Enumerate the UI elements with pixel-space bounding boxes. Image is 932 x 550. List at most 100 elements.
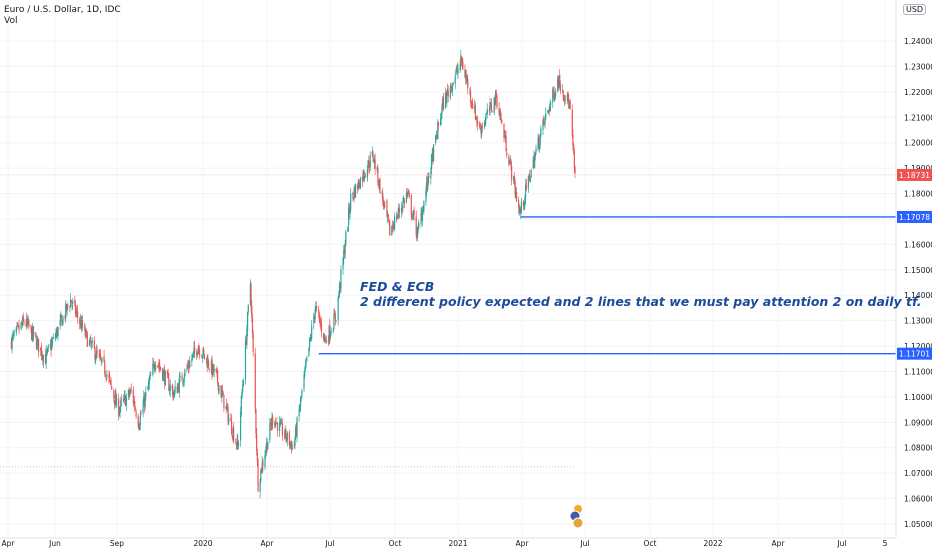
candle-body bbox=[325, 339, 327, 341]
candle-body bbox=[110, 380, 112, 385]
candle-body bbox=[285, 428, 287, 439]
candle-body bbox=[486, 108, 488, 114]
candle-body bbox=[76, 310, 78, 312]
candle-body bbox=[478, 123, 481, 127]
candle-body bbox=[173, 390, 176, 397]
candle-body bbox=[203, 349, 205, 353]
candle-body bbox=[26, 318, 28, 326]
candle-body bbox=[573, 145, 575, 152]
candle-body bbox=[27, 320, 29, 325]
candle-body bbox=[21, 317, 24, 326]
candle-body bbox=[101, 357, 103, 362]
candle-body bbox=[553, 90, 555, 99]
candle-body bbox=[35, 338, 38, 349]
candle-body bbox=[319, 318, 321, 324]
candle-body bbox=[21, 322, 23, 324]
candle-body bbox=[539, 134, 541, 146]
candle-body bbox=[276, 422, 278, 423]
candle-body bbox=[50, 344, 52, 351]
candle-body bbox=[563, 96, 566, 100]
candle-body bbox=[558, 75, 560, 87]
candle-body bbox=[328, 326, 330, 343]
currency-button[interactable]: USD bbox=[903, 4, 927, 15]
candle-body bbox=[271, 416, 273, 426]
candle-body bbox=[159, 365, 161, 368]
candle-body bbox=[93, 340, 95, 349]
candle-body bbox=[413, 210, 415, 216]
candle-body bbox=[111, 386, 113, 390]
y-tick-label: 1.24000 bbox=[904, 37, 932, 46]
candle-body bbox=[310, 337, 312, 339]
candle-body bbox=[70, 299, 72, 308]
candle-body bbox=[421, 213, 423, 220]
volume-indicator-label[interactable]: Vol bbox=[4, 16, 18, 26]
candle-body bbox=[465, 74, 467, 81]
candle-body bbox=[161, 368, 164, 380]
candle-body bbox=[62, 316, 64, 325]
candle-body bbox=[447, 90, 449, 97]
candle-body bbox=[388, 220, 390, 222]
candle-body bbox=[382, 199, 385, 207]
candle-body bbox=[345, 231, 347, 245]
y-tick-label: 1.05000 bbox=[904, 520, 932, 529]
y-tick-label: 1.11000 bbox=[904, 367, 932, 376]
time-axis[interactable]: Apr Jun Sep 2020 Apr Jul Oct 2021 Apr Jul Oct 2022 A… bbox=[2, 539, 888, 548]
candle-body bbox=[231, 435, 233, 437]
candle-body bbox=[69, 306, 71, 309]
annotation-text[interactable]: 2 different policy expected and 2 lines … bbox=[360, 294, 922, 309]
candle-body bbox=[45, 351, 47, 364]
candle-body bbox=[550, 102, 552, 105]
candle-body bbox=[255, 409, 257, 434]
annotation-title[interactable]: FED & ECB bbox=[360, 279, 435, 294]
candle-body bbox=[104, 374, 107, 376]
candle-body bbox=[474, 105, 477, 120]
candle-body bbox=[495, 91, 497, 106]
candle-body bbox=[485, 113, 488, 115]
candle-body bbox=[241, 392, 243, 398]
candle-body bbox=[400, 207, 403, 213]
flag-event-icon-2[interactable] bbox=[572, 517, 584, 529]
candle-body bbox=[401, 208, 403, 210]
candle-body bbox=[299, 407, 301, 411]
candle-body bbox=[334, 314, 336, 320]
candle-body bbox=[193, 347, 195, 354]
candle-body bbox=[56, 328, 58, 336]
candle-body bbox=[408, 192, 410, 197]
candle-body bbox=[20, 322, 22, 329]
candle-body bbox=[547, 110, 549, 113]
candle-body bbox=[402, 201, 404, 208]
candle-body bbox=[571, 110, 573, 136]
candle-body bbox=[349, 208, 351, 214]
candle-body bbox=[81, 320, 84, 328]
candle-body bbox=[387, 214, 389, 217]
candle-body bbox=[55, 333, 57, 337]
candle-body bbox=[306, 356, 308, 362]
candle-body bbox=[31, 327, 33, 340]
candle-body bbox=[469, 89, 471, 91]
event-icons[interactable] bbox=[569, 504, 584, 529]
candle-body bbox=[286, 439, 288, 441]
candle-body bbox=[270, 424, 272, 427]
candle-body bbox=[320, 323, 322, 325]
candle-body bbox=[84, 328, 86, 337]
candle-body bbox=[197, 348, 199, 355]
candle-body bbox=[340, 269, 342, 289]
candle-body bbox=[568, 101, 571, 108]
candle-body bbox=[364, 176, 366, 178]
candle-body bbox=[130, 389, 132, 391]
candle-body bbox=[466, 79, 468, 81]
candle-body bbox=[153, 363, 155, 369]
candle-body bbox=[494, 98, 496, 105]
candle-body bbox=[569, 101, 571, 109]
candle-body bbox=[274, 421, 277, 428]
candle-body bbox=[339, 284, 341, 288]
price-axis[interactable]: 1.05000 1.06000 1.07000 1.08000 1.09000 1.100… bbox=[904, 37, 932, 529]
x-tick-label: Jul bbox=[324, 539, 334, 548]
candle-body bbox=[433, 144, 435, 162]
candle-body bbox=[384, 201, 386, 203]
candle-body bbox=[407, 191, 409, 194]
candle-body bbox=[421, 209, 424, 221]
candle-body bbox=[450, 85, 452, 88]
candle-body bbox=[445, 93, 447, 103]
